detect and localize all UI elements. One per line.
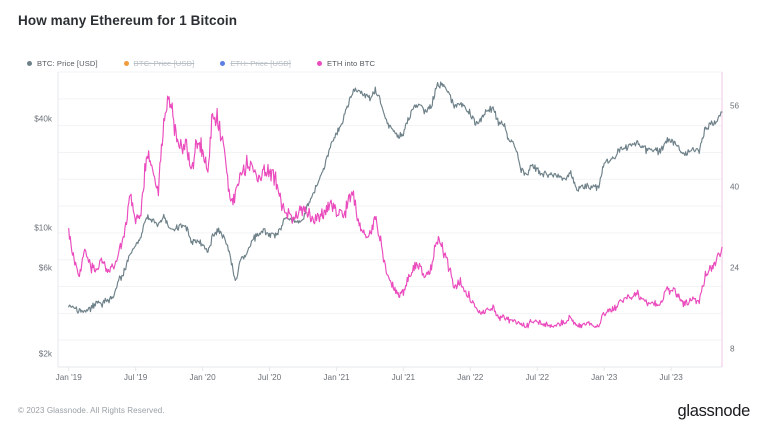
x-axis-tick: Jul '21: [391, 373, 416, 382]
x-axis-tick: Jan '21: [323, 373, 350, 382]
y-axis-right-tick: 56: [730, 101, 740, 110]
y-axis-right-tick: 8: [730, 344, 735, 354]
y-axis-left-tick: $6k: [38, 263, 52, 273]
x-axis-tick: Jul '20: [257, 373, 282, 382]
legend-item-0[interactable]: BTC: Price [USD]: [27, 59, 98, 68]
chart-legend: BTC: Price [USD] BTC: Price [USD] ETH: Pri…: [27, 59, 375, 68]
y-axis-right-labels: 56 40 24 8: [730, 0, 768, 432]
legend-swatch-icon: [123, 61, 129, 66]
legend-item-1[interactable]: BTC: Price [USD]: [123, 59, 195, 68]
y-axis-right-tick: 40: [730, 182, 740, 192]
copyright-text: © 2023 Glassnode. All Rights Reserved.: [18, 406, 165, 415]
legend-swatch-icon: [317, 61, 323, 66]
y-axis-right-tick: 24: [730, 263, 740, 273]
x-axis-tick: Jan '22: [457, 373, 484, 382]
legend-item-3[interactable]: ETH into BTC: [317, 59, 375, 68]
x-axis-tick: Jan '19: [55, 373, 82, 382]
legend-item-label: ETH: Price [USD]: [230, 59, 292, 68]
plot-background: [58, 72, 722, 367]
x-axis-tick: Jan '23: [591, 373, 618, 382]
x-axis-tick: Jul '23: [659, 373, 683, 382]
x-axis-tick: Jul '19: [123, 373, 148, 382]
legend-item-label: BTC: Price [USD]: [133, 59, 195, 68]
x-axis-tick: Jan '20: [189, 373, 216, 382]
series-line-btc-price: [68, 81, 723, 314]
legend-item-label: BTC: Price [USD]: [37, 59, 98, 68]
legend-swatch-icon: [27, 61, 32, 66]
y-axis-left-tick: $10k: [34, 223, 52, 233]
x-axis-tick: Jul '22: [525, 373, 550, 382]
legend-swatch-icon: [220, 61, 226, 66]
glassnode-logo: glassnode: [677, 402, 750, 420]
y-axis-left-labels: $40k $10k $6k $2k: [0, 0, 52, 432]
legend-item-label: ETH into BTC: [327, 59, 376, 68]
page-title: How many Ethereum for 1 Bitcoin: [18, 13, 238, 28]
legend-item-2[interactable]: ETH: Price [USD]: [220, 59, 291, 68]
y-axis-left-tick: $2k: [38, 349, 52, 359]
y-axis-left-tick: $40k: [34, 114, 52, 124]
series-line-eth-into-btc: [68, 95, 723, 329]
